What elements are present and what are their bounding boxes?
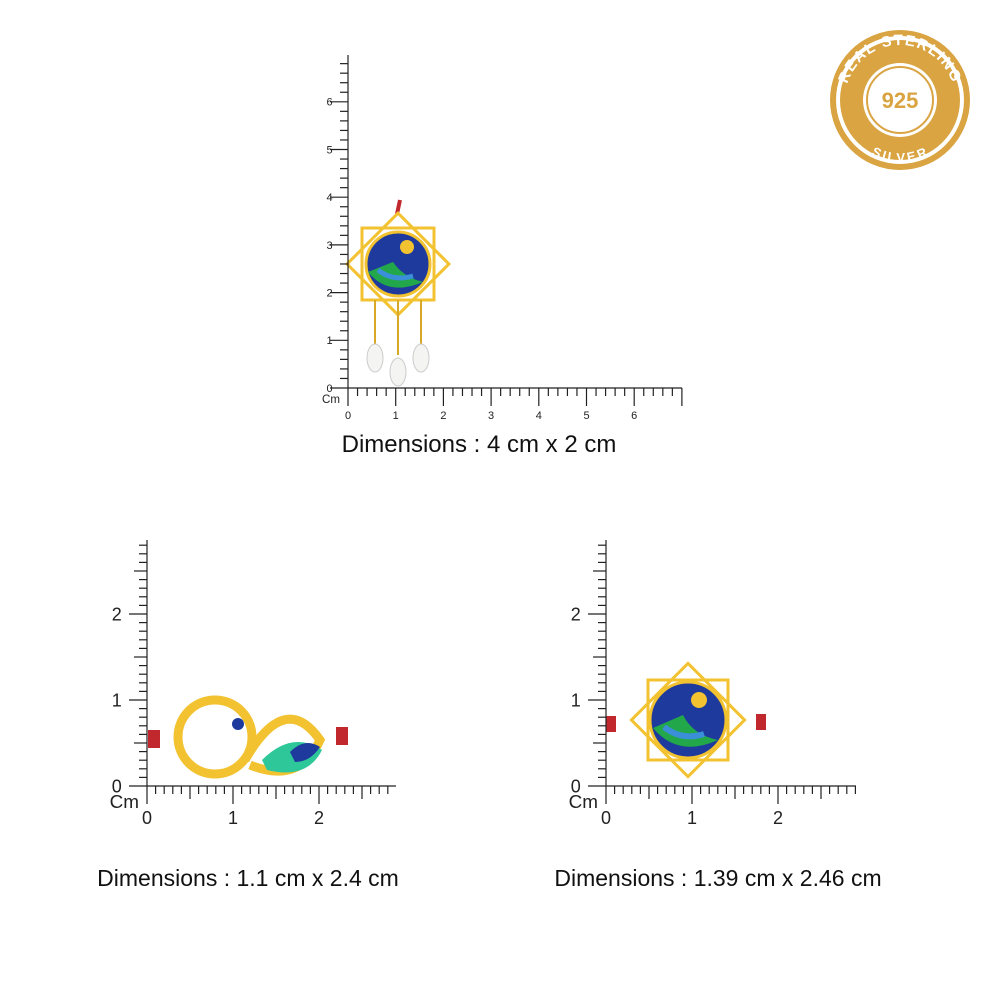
peacock-charm xyxy=(606,661,766,779)
x-ruler-label: 0 xyxy=(345,410,351,422)
unit-label: Cm xyxy=(110,792,139,813)
unit-label: Cm xyxy=(322,394,340,406)
x-ruler-label: 2 xyxy=(440,410,446,422)
y-ruler-label: 2 xyxy=(571,604,581,624)
x-ruler-label: 5 xyxy=(583,410,589,422)
x-ruler-label: 1 xyxy=(228,808,238,828)
x-ruler-label: 0 xyxy=(142,808,152,828)
y-ruler-label: 2 xyxy=(326,287,332,299)
x-ruler-label: 6 xyxy=(631,410,637,422)
unit-label: Cm xyxy=(569,792,598,813)
x-ruler-label: 3 xyxy=(488,410,494,422)
x-ruler-label: 1 xyxy=(393,410,399,422)
badge-bottom-text: SILVER xyxy=(870,144,929,165)
y-ruler-label: 2 xyxy=(112,604,122,624)
y-ruler-label: 1 xyxy=(571,690,581,710)
pendant xyxy=(344,199,452,387)
y-ruler-label: 3 xyxy=(326,240,332,252)
dimensions-caption: Dimensions : 4 cm x 2 cm xyxy=(342,431,617,458)
y-ruler-label: 0 xyxy=(112,776,122,796)
y-ruler-label: 4 xyxy=(326,192,332,204)
x-ruler-label: 1 xyxy=(687,808,697,828)
y-ruler-label: 1 xyxy=(326,335,332,347)
badge-center-text: 925 xyxy=(882,88,919,113)
y-ruler-label: 1 xyxy=(112,690,122,710)
y-ruler-label: 5 xyxy=(326,144,332,156)
y-ruler-label: 0 xyxy=(326,383,332,395)
x-ruler-label: 2 xyxy=(773,808,783,828)
dimensions-caption: Dimensions : 1.39 cm x 2.46 cm xyxy=(554,865,881,891)
svg-text:SILVER: SILVER xyxy=(870,144,930,165)
silver-badge: REAL STERLING 925 SILVER xyxy=(830,30,970,170)
x-ruler-label: 0 xyxy=(601,808,611,828)
y-ruler-label: 6 xyxy=(326,97,332,109)
dimensions-caption: Dimensions : 1.1 cm x 2.4 cm xyxy=(97,865,399,891)
y-ruler-label: 0 xyxy=(571,776,581,796)
swan-charm xyxy=(148,695,348,779)
x-ruler-label: 2 xyxy=(314,808,324,828)
x-ruler-label: 4 xyxy=(536,410,542,422)
